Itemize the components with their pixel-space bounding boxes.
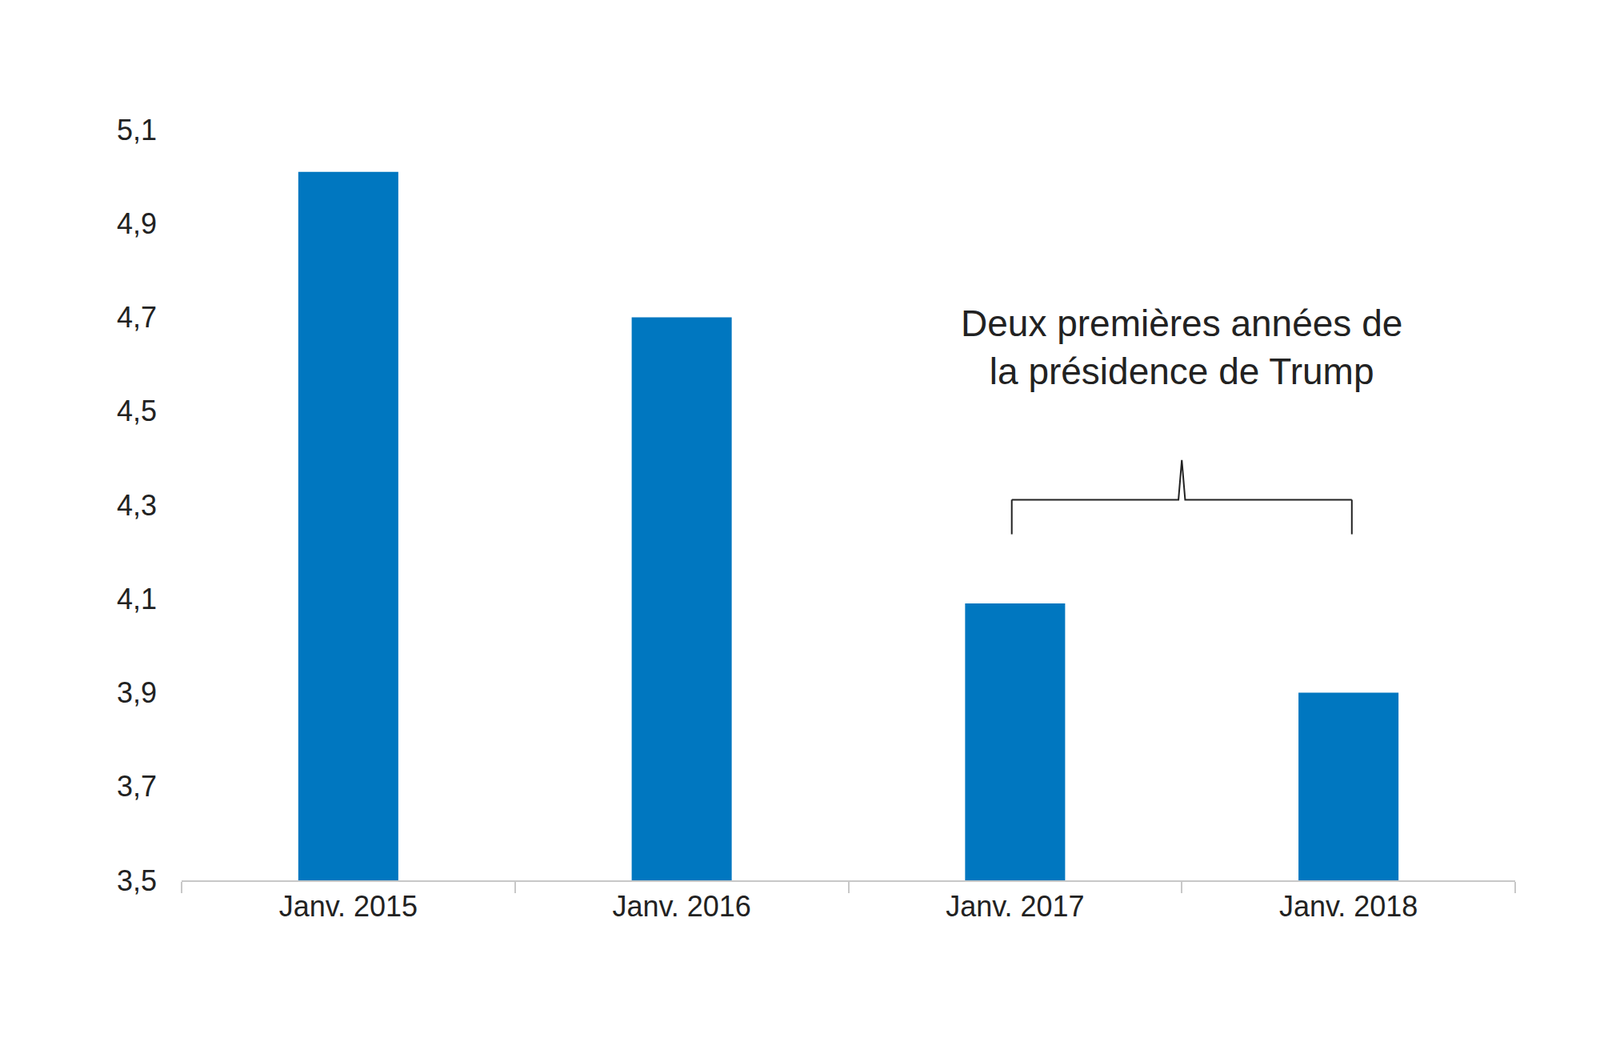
- svg-text:3,5: 3,5: [116, 864, 157, 897]
- svg-text:4,3: 4,3: [116, 488, 157, 522]
- svg-text:4,9: 4,9: [116, 207, 157, 240]
- svg-text:4,5: 4,5: [116, 394, 157, 428]
- svg-text:5,1: 5,1: [116, 113, 157, 147]
- svg-text:Janv. 2016: Janv. 2016: [612, 889, 751, 923]
- svg-text:Deux premières années dela pré: Deux premières années dela présidence de…: [960, 302, 1403, 392]
- svg-text:4,1: 4,1: [116, 582, 157, 616]
- svg-text:Janv. 2017: Janv. 2017: [945, 889, 1084, 923]
- svg-text:3,9: 3,9: [116, 676, 157, 709]
- svg-text:Janv. 2018: Janv. 2018: [1279, 889, 1418, 923]
- svg-text:Janv. 2015: Janv. 2015: [279, 889, 418, 923]
- svg-text:3,7: 3,7: [116, 769, 157, 803]
- svg-text:4,7: 4,7: [116, 300, 157, 334]
